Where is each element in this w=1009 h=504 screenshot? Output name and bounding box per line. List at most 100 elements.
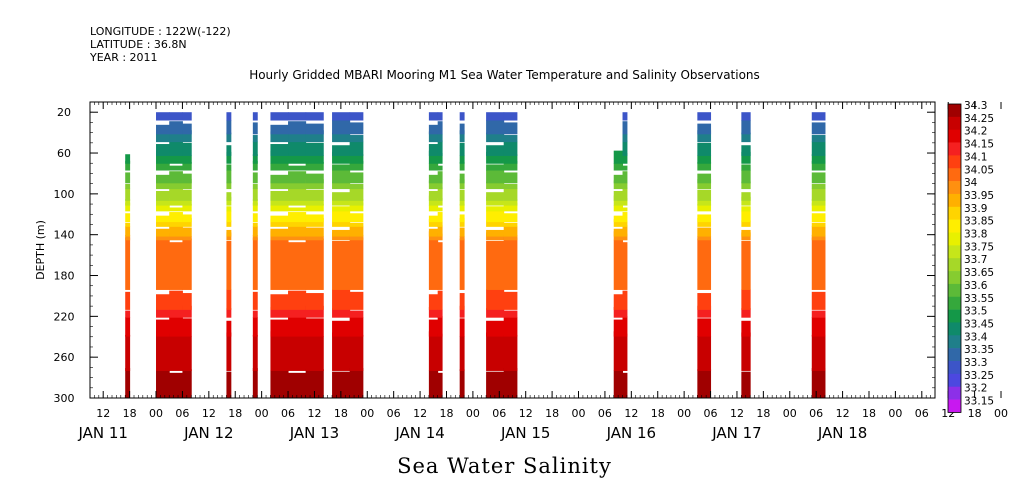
salinity-band <box>305 293 324 310</box>
salinity-band <box>332 170 351 184</box>
salinity-band <box>486 112 505 121</box>
salinity-band <box>156 144 170 156</box>
salinity-band <box>305 318 324 337</box>
salinity-band <box>811 237 826 290</box>
x-tick-label: 06 <box>175 407 189 420</box>
salinity-band <box>741 145 751 156</box>
salinity-band <box>169 221 183 227</box>
date-label: JAN 17 <box>711 424 762 442</box>
salinity-band <box>622 225 628 237</box>
salinity-band <box>503 291 518 310</box>
salinity-band <box>428 150 439 164</box>
colorbar-label: 33.2 <box>964 383 987 395</box>
salinity-band <box>428 319 439 337</box>
salinity-band <box>811 141 826 156</box>
salinity-band <box>741 240 751 290</box>
salinity-band <box>226 220 232 227</box>
salinity-band <box>741 289 751 310</box>
y-tick-label: 20 <box>57 106 71 119</box>
salinity-band <box>459 293 465 310</box>
salinity-band <box>437 290 443 310</box>
salinity-band <box>270 331 289 371</box>
x-tick-label: 18 <box>756 407 770 420</box>
salinity-band <box>622 197 628 206</box>
salinity-band <box>226 371 232 399</box>
salinity-band <box>622 333 628 371</box>
salinity-band <box>349 122 364 135</box>
salinity-band <box>125 184 131 190</box>
salinity-band <box>226 240 232 290</box>
salinity-band <box>486 308 505 318</box>
salinity-band <box>613 219 624 227</box>
salinity-band <box>437 242 443 290</box>
salinity-band <box>741 220 751 227</box>
salinity-band <box>503 202 518 212</box>
salinity-band <box>741 229 751 237</box>
salinity-band <box>697 236 712 241</box>
y-tick-label: 60 <box>57 147 71 160</box>
x-tick-label: 06 <box>387 407 401 420</box>
colorbar-label: 33.25 <box>964 370 994 382</box>
salinity-band <box>182 369 192 399</box>
salinity-band <box>428 124 439 135</box>
y-tick-label: 260 <box>54 351 75 364</box>
salinity-band <box>156 174 170 184</box>
colorbar-label: 33.3 <box>964 357 987 369</box>
salinity-band <box>503 172 518 184</box>
colorbar-swatch <box>948 104 961 118</box>
colorbar-label: 33.5 <box>964 306 987 318</box>
salinity-band <box>437 207 443 212</box>
salinity-band <box>305 189 324 201</box>
x-tick-label: 12 <box>413 407 427 420</box>
salinity-band <box>437 165 443 171</box>
salinity-band <box>622 233 628 241</box>
salinity-band <box>288 187 307 201</box>
salinity-band <box>288 112 307 121</box>
salinity-band <box>613 163 624 171</box>
salinity-band <box>437 140 443 156</box>
colorbar-swatch <box>948 309 961 323</box>
salinity-band <box>811 226 826 237</box>
salinity-band <box>428 294 439 310</box>
date-label: JAN 11 <box>77 424 128 442</box>
salinity-band <box>741 206 751 212</box>
salinity-band <box>486 120 505 135</box>
salinity-band <box>125 172 131 184</box>
salinity-band <box>252 234 258 241</box>
salinity-band <box>182 123 192 135</box>
salinity-band <box>226 181 232 190</box>
salinity-band <box>156 306 170 318</box>
salinity-band <box>437 233 443 241</box>
salinity-band <box>270 219 289 227</box>
salinity-band <box>349 141 364 156</box>
salinity-band <box>811 122 826 135</box>
salinity-band <box>613 174 624 184</box>
salinity-band <box>349 112 364 121</box>
salinity-band <box>428 174 439 184</box>
salinity-band <box>486 229 505 237</box>
colorbar-swatch <box>948 168 961 182</box>
salinity-band <box>270 144 289 156</box>
salinity-band <box>486 192 505 201</box>
salinity-band <box>305 369 324 399</box>
salinity-band <box>332 320 351 337</box>
data-column <box>252 112 258 399</box>
salinity-band <box>169 233 183 241</box>
salinity-band <box>226 151 232 164</box>
salinity-band <box>125 160 131 171</box>
salinity-band <box>252 202 258 212</box>
salinity-band <box>349 172 364 184</box>
salinity-band <box>459 305 465 318</box>
salinity-band <box>270 190 289 201</box>
salinity-band <box>349 334 364 371</box>
salinity-band <box>811 172 826 184</box>
salinity-band <box>226 112 232 121</box>
salinity-band <box>437 333 443 371</box>
salinity-band <box>252 160 258 171</box>
salinity-band <box>428 219 439 227</box>
salinity-band <box>305 200 324 206</box>
salinity-band <box>169 140 183 156</box>
salinity-band <box>182 142 192 156</box>
salinity-band <box>125 188 131 201</box>
salinity-band <box>613 205 624 212</box>
